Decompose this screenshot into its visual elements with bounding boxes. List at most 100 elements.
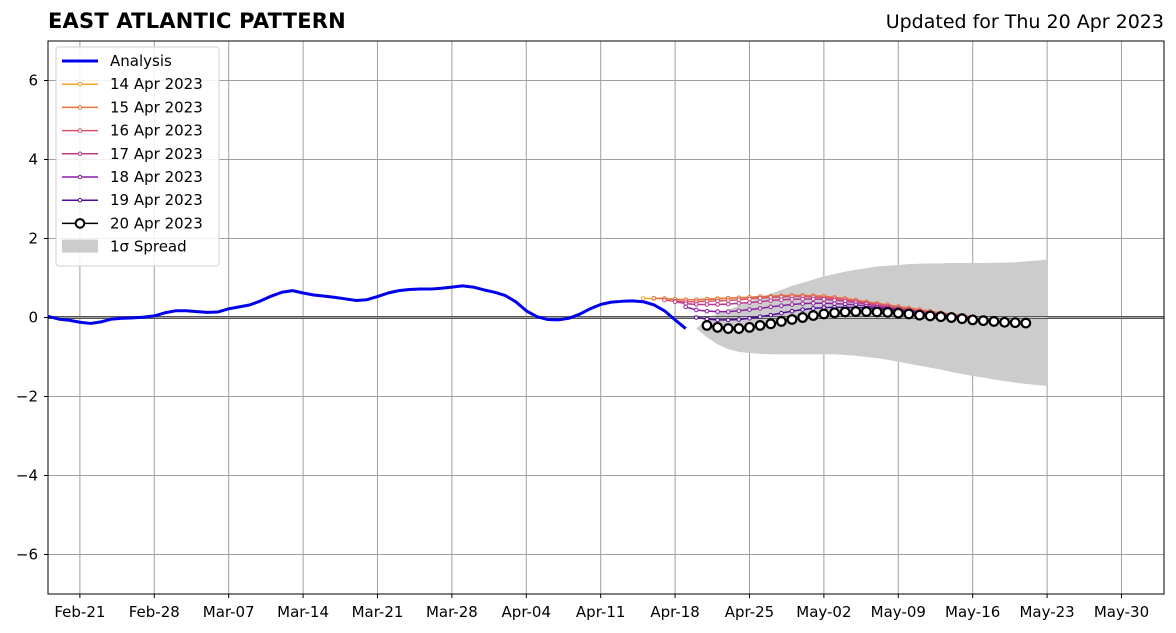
forecast-point <box>779 310 784 316</box>
forecast-point <box>694 315 699 320</box>
current-forecast-point <box>818 308 830 320</box>
current-forecast-point <box>1009 317 1021 329</box>
current-forecast-point <box>977 315 989 327</box>
legend-label: 15 Apr 2023 <box>110 98 203 116</box>
current-forecast-point <box>956 313 968 325</box>
forecast-point <box>725 309 731 314</box>
y-tick-label: −4 <box>16 467 38 485</box>
x-tick-label: May-23 <box>1019 603 1074 621</box>
legend-label: 14 Apr 2023 <box>110 75 203 93</box>
current-forecast-point <box>754 320 766 331</box>
grid-lines <box>48 41 1164 594</box>
x-tick-label: Apr-18 <box>650 603 700 621</box>
current-forecast-point <box>861 306 872 317</box>
legend-marker <box>77 105 83 110</box>
x-tick-label: Mar-28 <box>426 603 478 621</box>
forecast-point <box>821 300 827 306</box>
forecast-point <box>768 298 774 303</box>
legend-label: 16 Apr 2023 <box>110 122 203 140</box>
legend-label: Analysis <box>110 52 172 70</box>
forecast-point <box>704 302 710 307</box>
forecast-point <box>694 307 699 313</box>
forecast-point <box>757 314 763 320</box>
y-tick-label: 2 <box>28 230 38 248</box>
forecast-point <box>800 296 805 302</box>
x-tick-label: Mar-07 <box>203 603 255 621</box>
forecast-point <box>810 296 816 302</box>
forecast-point <box>747 315 752 321</box>
axis-ticks: Feb-21 Feb-28 Mar-07 Mar-14 Mar-21 Mar-28 Apr-… <box>16 72 1149 622</box>
legend-marker <box>77 128 83 133</box>
y-tick-label: 4 <box>28 151 38 169</box>
legend-entry: 1σ Spread <box>62 238 187 256</box>
current-forecast-point <box>967 314 979 326</box>
legend-entry: 18 Apr 2023 <box>62 168 203 186</box>
current-forecast-point <box>892 307 904 319</box>
current-forecast-point <box>850 306 862 317</box>
forecast-point <box>651 295 657 301</box>
current-forecast-point <box>924 310 936 322</box>
current-forecast-point <box>807 310 819 321</box>
legend-entry: 17 Apr 2023 <box>62 145 203 163</box>
forecast-point <box>779 303 784 308</box>
legend-swatch <box>62 239 98 253</box>
x-tick-label: May-09 <box>871 603 926 621</box>
forecast-point <box>800 307 805 312</box>
legend-marker <box>77 197 83 203</box>
current-forecast-point <box>882 306 894 318</box>
chart-title: EAST ATLANTIC PATTERN <box>48 9 346 33</box>
forecast-point <box>789 297 795 302</box>
forecast-point <box>672 299 678 305</box>
current-forecast-point <box>712 321 723 333</box>
forecast-point <box>768 312 774 318</box>
legend-label: 17 Apr 2023 <box>110 145 203 163</box>
current-forecast-point <box>744 321 755 333</box>
current-forecast-point <box>839 306 851 318</box>
current-forecast-point <box>999 316 1010 328</box>
zero-line <box>48 316 1164 319</box>
y-tick-label: 6 <box>28 72 38 90</box>
forecast-point <box>704 308 710 314</box>
forecast-point <box>715 309 720 314</box>
current-forecast-point <box>775 316 787 327</box>
x-tick-label: Apr-25 <box>725 603 775 621</box>
forecast-point <box>821 297 827 302</box>
forecast-point <box>757 306 763 311</box>
forecast-point <box>768 304 774 310</box>
current-forecast-point <box>797 312 809 323</box>
current-forecast-point <box>988 316 1000 327</box>
current-forecast-series <box>701 306 1032 334</box>
legend-entry: 14 Apr 2023 <box>62 75 203 93</box>
forecast-point <box>725 301 731 307</box>
forecast-point <box>662 297 667 303</box>
x-tick-label: May-30 <box>1094 603 1149 621</box>
y-tick-label: 0 <box>28 309 38 327</box>
analysis-line <box>47 284 687 330</box>
forecast-point <box>747 300 752 305</box>
forecast-point <box>683 304 689 310</box>
spread-area <box>696 259 1048 386</box>
current-forecast-point <box>914 309 925 321</box>
x-tick-label: Feb-28 <box>129 603 180 621</box>
forecast-point <box>715 302 720 307</box>
series-lines <box>47 284 1032 334</box>
forecast-point <box>694 302 699 307</box>
plot-frame <box>47 40 1165 595</box>
x-tick-label: Feb-21 <box>54 603 105 621</box>
legend-marker <box>74 218 86 229</box>
forecast-point <box>736 317 742 322</box>
forecast-point <box>789 302 795 307</box>
legend-entry: 16 Apr 2023 <box>62 122 203 140</box>
y-tick-label: −2 <box>16 388 38 406</box>
updated-date-label: Updated for Thu 20 Apr 2023 <box>885 11 1164 33</box>
y-tick-label: −6 <box>16 546 38 564</box>
x-tick-label: Apr-04 <box>502 603 552 621</box>
current-forecast-point <box>786 314 798 325</box>
forecast-point <box>810 300 816 306</box>
spread-band <box>696 259 1048 386</box>
forecast-point <box>747 307 752 312</box>
forecast-point <box>757 299 763 305</box>
x-tick-label: Apr-11 <box>576 603 626 621</box>
x-tick-label: Mar-21 <box>352 603 404 621</box>
